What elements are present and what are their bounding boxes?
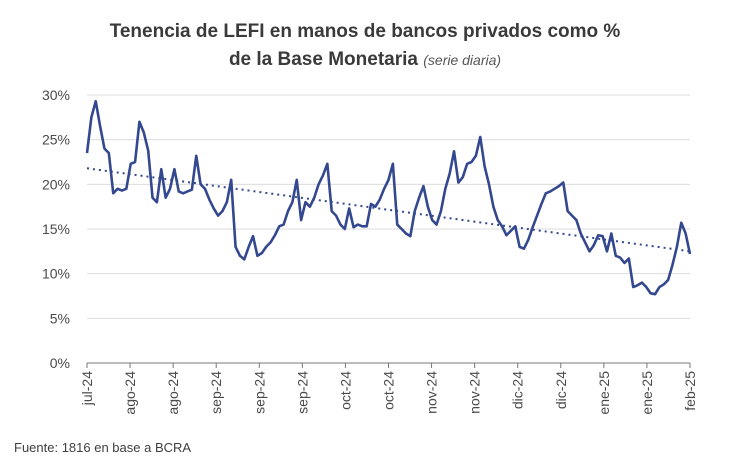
- x-tick-label: sep-24: [294, 371, 310, 414]
- x-tick-label: feb-25: [682, 371, 698, 411]
- x-tick-label: ago-24: [165, 371, 181, 415]
- y-axis-ticks: 0% 5% 10% 15% 20% 25% 30%: [42, 87, 70, 371]
- x-tick-label: nov-24: [467, 371, 483, 414]
- chart-title-line2-wrap: de la Base Monetaria (serie diaria): [0, 46, 730, 74]
- x-tick-label: ene-25: [596, 371, 612, 415]
- gridlines: [87, 94, 690, 319]
- y-tick-label: 15%: [42, 221, 70, 237]
- chart-title-line2: de la Base Monetaria: [228, 49, 418, 70]
- y-tick-label: 30%: [42, 87, 70, 103]
- source-note: Fuente: 1816 en base a BCRA: [14, 440, 192, 455]
- chart-title-line1: Tenencia de LEFI en manos de bancos priv…: [109, 21, 621, 42]
- y-tick-label: 10%: [42, 266, 70, 282]
- chart-title: Tenencia de LEFI en manos de bancos priv…: [0, 18, 730, 74]
- x-tick-label: sep-24: [251, 371, 267, 414]
- x-tick-label: sep-24: [208, 371, 224, 414]
- y-tick-label: 5%: [50, 310, 70, 326]
- x-tick-label: oct-24: [381, 371, 397, 410]
- x-tick-label: dic-24: [510, 371, 526, 409]
- x-axis-ticks: jul-24 ago-24 ago-24 sep-24 sep-24 sep-24 oct-…: [79, 363, 698, 415]
- y-tick-label: 0%: [50, 355, 70, 371]
- x-tick-label: dic-24: [553, 371, 569, 409]
- y-tick-label: 20%: [42, 176, 70, 192]
- x-tick-label: oct-24: [337, 371, 353, 410]
- x-tick-label: ene-25: [639, 371, 655, 415]
- chart-title-note: (serie diaria): [423, 52, 502, 68]
- x-tick-label: jul-24: [79, 371, 95, 406]
- series-line: [85, 99, 692, 296]
- x-tick-label: nov-24: [424, 371, 440, 414]
- x-tick-label: ago-24: [122, 371, 138, 415]
- y-tick-label: 25%: [42, 132, 70, 148]
